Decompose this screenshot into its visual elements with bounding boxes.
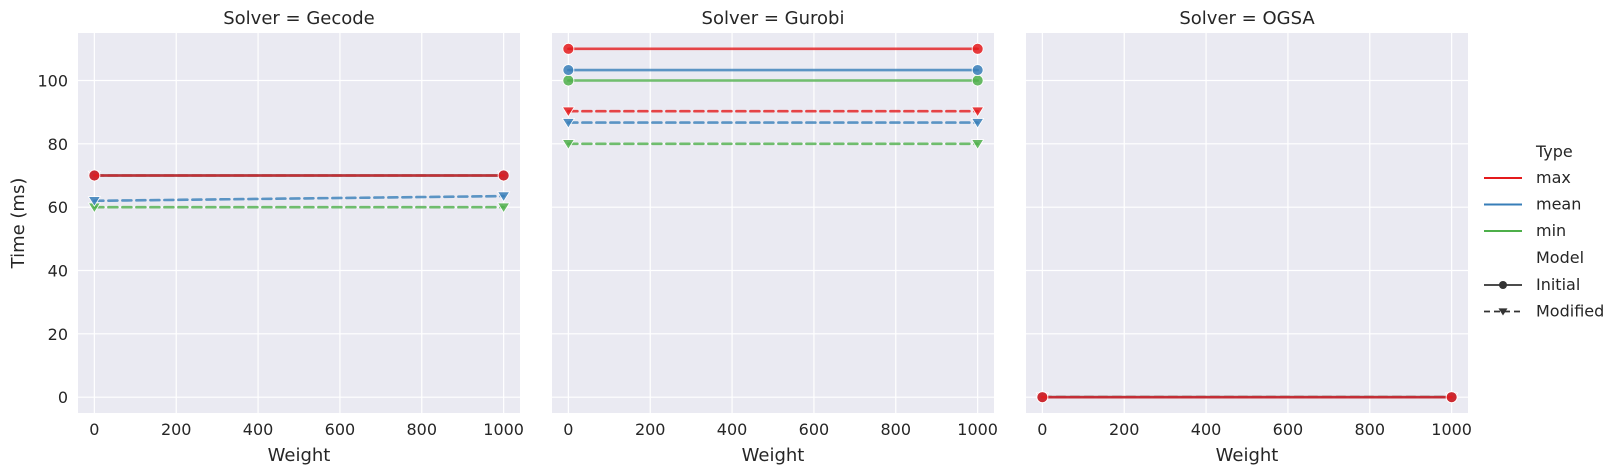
data-point-max-initial [562, 42, 575, 55]
data-point-mean-initial [562, 64, 575, 76]
x-tick-label: 600 [1273, 420, 1304, 439]
x-tick-label: 1000 [957, 420, 998, 439]
x-tick-label: 600 [325, 420, 356, 439]
data-point-min-modified [496, 202, 511, 214]
legend-title-model: Model [1536, 248, 1584, 267]
x-tick-label: 1000 [1431, 420, 1472, 439]
panel-title: Solver = OGSA [1179, 8, 1315, 29]
legend: Type max mean min Model Initial Modified [1484, 142, 1604, 321]
legend-marker-modified [1498, 308, 1508, 316]
x-tick-label: 0 [89, 420, 99, 439]
data-point-mean-modified [87, 196, 102, 207]
data-point-min-initial [562, 74, 575, 87]
x-tick-label: 200 [635, 420, 666, 439]
data-point-max-initial [88, 169, 101, 182]
panel-1: Solver = Gurobi 0 200 400 600 800 1000 Weight [552, 8, 998, 466]
y-tick-label: 60 [48, 198, 68, 217]
y-tick-label: 100 [37, 72, 68, 91]
legend-label-min: min [1536, 221, 1566, 240]
x-tick-label: 800 [1355, 420, 1386, 439]
x-tick-label: 600 [799, 420, 830, 439]
y-axis-label: Time (ms) [8, 178, 29, 270]
y-tick-label: 0 [58, 388, 68, 407]
legend-marker-initial [1499, 281, 1507, 289]
x-tick-label: 200 [1109, 420, 1140, 439]
data-point-max-initial [1445, 391, 1458, 404]
data-point-max-initial [1036, 391, 1049, 404]
series-line-mean-modified [93, 194, 505, 203]
panel-0: Solver = Gecode 0 200 400 600 800 1000 Weight 0 2… [8, 8, 524, 466]
x-axis-label: Weight [742, 445, 805, 466]
y-tick-label: 40 [48, 262, 68, 281]
x-tick-label: 800 [881, 420, 912, 439]
legend-label-initial: Initial [1536, 275, 1580, 294]
data-point-max-modified [561, 106, 576, 118]
y-tick-label: 20 [48, 325, 68, 344]
data-point-mean-initial [971, 64, 984, 76]
panel-title: Solver = Gurobi [702, 8, 845, 29]
data-point-min-modified [970, 139, 985, 150]
data-point-min-modified [561, 139, 576, 150]
x-tick-label: 400 [243, 420, 274, 439]
data-point-max-initial [971, 42, 984, 55]
data-point-max-initial [497, 169, 510, 182]
data-point-mean-modified [970, 118, 985, 129]
x-tick-label: 200 [161, 420, 192, 439]
panel-title: Solver = Gecode [223, 8, 375, 29]
legend-label-mean: mean [1536, 195, 1581, 214]
legend-title-type: Type [1535, 142, 1573, 161]
legend-label-modified: Modified [1536, 302, 1604, 321]
x-tick-label: 400 [1191, 420, 1222, 439]
data-point-max-modified [970, 106, 985, 118]
data-point-mean-modified [561, 118, 576, 129]
x-tick-label: 1000 [483, 420, 524, 439]
panel-background [78, 33, 520, 413]
data-point-min-initial [971, 74, 984, 87]
x-axis-label: Weight [1216, 445, 1279, 466]
panel-2: Solver = OGSA 0 200 400 600 800 1000 Weight [1026, 8, 1472, 466]
x-tick-label: 400 [717, 420, 748, 439]
x-tick-label: 0 [563, 420, 573, 439]
data-point-mean-modified [496, 191, 511, 203]
legend-label-max: max [1536, 168, 1571, 187]
x-tick-label: 800 [407, 420, 438, 439]
y-tick-label: 80 [48, 135, 68, 154]
x-axis-label: Weight [268, 445, 331, 466]
panel-background [552, 33, 994, 413]
panel-background [1026, 33, 1468, 413]
x-tick-label: 0 [1037, 420, 1047, 439]
